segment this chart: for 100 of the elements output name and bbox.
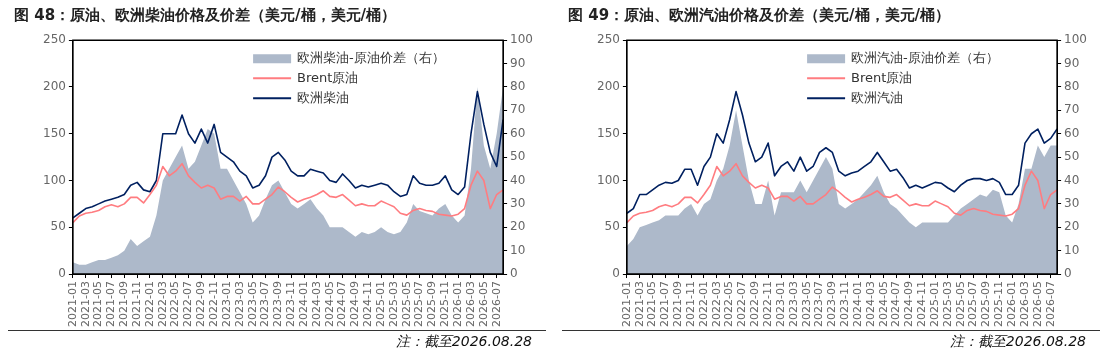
x-tick-label: 2025-03 <box>940 281 954 328</box>
y2-tick-label: 40 <box>1064 172 1080 187</box>
y-tick-label: 200 <box>43 79 66 94</box>
y-tick-label: 100 <box>597 172 620 187</box>
y2-tick-label: 20 <box>510 219 526 234</box>
x-tick-label: 2023-03 <box>232 281 246 328</box>
x-tick-label: 2023-03 <box>786 281 800 328</box>
x-tick-label: 2023-07 <box>812 281 826 328</box>
y2-tick-label: 0 <box>510 266 518 281</box>
y-tick-label: 250 <box>597 32 620 47</box>
y2-tick-label: 90 <box>1064 55 1080 70</box>
x-tick-label: 2025-01 <box>373 281 387 328</box>
x-tick-label: 2023-05 <box>799 281 813 328</box>
y-tick-label: 150 <box>43 125 66 140</box>
x-tick-label: 2026-05 <box>1030 281 1044 328</box>
x-tick-label: 2023-11 <box>284 281 298 328</box>
legend-label: Brent原油 <box>851 69 913 85</box>
x-tick-label: 2022-09 <box>194 281 208 328</box>
y2-tick-label: 30 <box>1064 196 1080 211</box>
x-tick-label: 2026-03 <box>463 281 477 328</box>
x-tick-label: 2024-07 <box>889 281 903 328</box>
x-tick-label: 2025-01 <box>927 281 941 328</box>
x-tick-label: 2024-01 <box>850 281 864 328</box>
x-tick-label: 2025-07 <box>412 281 426 328</box>
x-tick-label: 2025-09 <box>425 281 439 328</box>
x-tick-label: 2021-05 <box>645 281 659 328</box>
x-tick-label: 2022-11 <box>761 281 775 328</box>
x-tick-label: 2025-05 <box>953 281 967 328</box>
y2-tick-label: 40 <box>510 172 526 187</box>
x-tick-label: 2022-07 <box>735 281 749 328</box>
x-tick-label: 2024-05 <box>876 281 890 328</box>
y-tick-label: 50 <box>50 219 66 234</box>
x-tick-label: 2025-09 <box>979 281 993 328</box>
x-tick-label: 2021-03 <box>632 281 646 328</box>
x-tick-label: 2022-03 <box>155 281 169 328</box>
x-tick-label: 2024-09 <box>902 281 916 328</box>
x-tick-label: 2024-11 <box>361 281 375 328</box>
x-tick-label: 2021-09 <box>671 281 685 328</box>
legend-label: 欧洲柴油 <box>297 89 350 105</box>
y2-tick-label: 30 <box>510 196 526 211</box>
legend-label: 欧洲汽油-原油价差（右） <box>851 49 999 65</box>
x-tick-label: 2021-03 <box>78 281 92 328</box>
x-tick-label: 2021-01 <box>619 281 633 328</box>
x-tick-label: 2022-03 <box>709 281 723 328</box>
x-tick-label: 2026-03 <box>1017 281 1031 328</box>
x-tick-label: 2024-09 <box>348 281 362 328</box>
y2-tick-label: 50 <box>510 149 526 164</box>
x-tick-label: 2021-01 <box>65 281 79 328</box>
chart-title: 图 49：原油、欧洲汽油价格及价差（美元/桶，美元/桶） <box>567 5 952 26</box>
y-tick-label: 50 <box>604 219 620 234</box>
x-tick-label: 2024-07 <box>335 281 349 328</box>
x-tick-label: 2022-07 <box>181 281 195 328</box>
x-tick-label: 2022-01 <box>142 281 156 328</box>
x-tick-label: 2026-01 <box>1005 281 1019 328</box>
x-tick-label: 2024-03 <box>309 281 323 328</box>
x-tick-label: 2025-11 <box>992 281 1006 328</box>
x-tick-label: 2026-01 <box>451 281 465 328</box>
text: 注：截至2026.08.28 <box>562 330 1100 351</box>
y2-tick-label: 90 <box>510 55 526 70</box>
x-tick-label: 2021-09 <box>117 281 131 328</box>
x-tick-label: 2021-07 <box>104 281 118 328</box>
x-tick-label: 2025-05 <box>399 281 413 328</box>
x-tick-label: 2023-09 <box>825 281 839 328</box>
y2-tick-label: 60 <box>510 125 526 140</box>
y2-tick-label: 0 <box>1064 266 1072 281</box>
x-tick-label: 2023-05 <box>245 281 259 328</box>
x-tick-label: 2023-07 <box>258 281 272 328</box>
x-tick-label: 2025-07 <box>966 281 980 328</box>
legend-label: 欧洲汽油 <box>851 89 904 105</box>
x-tick-label: 2022-05 <box>722 281 736 328</box>
x-tick-label: 2023-11 <box>838 281 852 328</box>
x-tick-label: 2021-05 <box>91 281 105 328</box>
x-tick-label: 2022-05 <box>168 281 182 328</box>
y2-tick-label: 70 <box>510 102 526 117</box>
y2-tick-label: 20 <box>1064 219 1080 234</box>
x-tick-label: 2026-07 <box>1043 281 1057 328</box>
x-tick-label: 2022-11 <box>207 281 221 328</box>
y2-tick-label: 70 <box>1064 102 1080 117</box>
x-tick-label: 2022-01 <box>696 281 710 328</box>
y2-tick-label: 60 <box>1064 125 1080 140</box>
y2-tick-label: 10 <box>1064 242 1080 257</box>
y2-tick-label: 50 <box>1064 149 1080 164</box>
x-tick-label: 2024-11 <box>915 281 929 328</box>
x-tick-label: 2021-11 <box>683 281 697 328</box>
legend-label: Brent原油 <box>297 69 359 85</box>
y-tick-label: 0 <box>612 266 620 281</box>
x-tick-label: 2021-07 <box>658 281 672 328</box>
y2-tick-label: 100 <box>1064 32 1087 47</box>
y2-tick-label: 10 <box>510 242 526 257</box>
y2-tick-label: 80 <box>1064 79 1080 94</box>
x-tick-label: 2025-03 <box>386 281 400 328</box>
text: 注：截至2026.08.28 <box>8 330 546 351</box>
x-tick-label: 2024-01 <box>296 281 310 328</box>
legend-label: 欧洲柴油-原油价差（右） <box>297 49 445 65</box>
y2-tick-label: 100 <box>510 32 533 47</box>
y-tick-label: 0 <box>58 266 66 281</box>
y-tick-label: 250 <box>43 32 66 47</box>
x-tick-label: 2024-03 <box>863 281 877 328</box>
x-tick-label: 2025-11 <box>438 281 452 328</box>
x-tick-label: 2023-09 <box>271 281 285 328</box>
